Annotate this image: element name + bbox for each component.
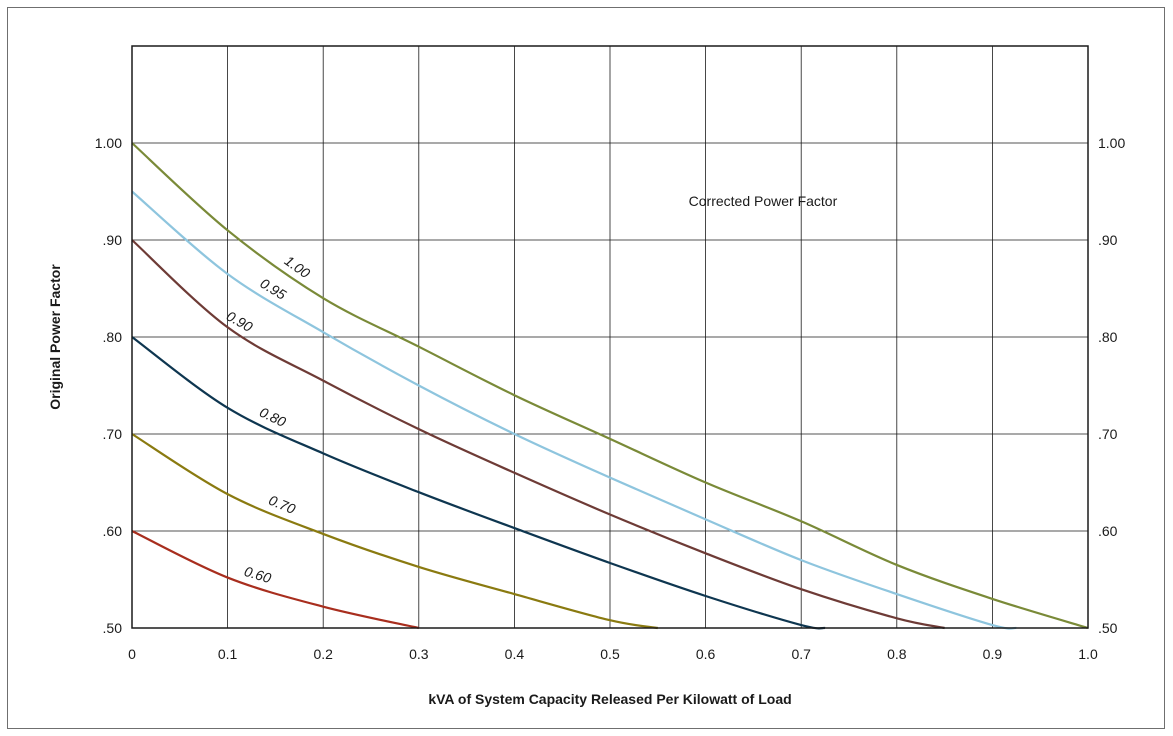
y-tick-label-right: .90 — [1098, 232, 1118, 248]
curve-1-00 — [131, 142, 1089, 630]
power-factor-chart: 0 0.1 0.2 0.3 0.4 0.5 0.6 0.7 0.8 0.9 1.0.50.50.60… — [47, 45, 1126, 707]
curve-0-60 — [131, 530, 420, 630]
curve-label: 0.60 — [242, 563, 273, 586]
y-tick-label-left: .60 — [103, 523, 123, 539]
y-tick-label-right: 1.00 — [1098, 135, 1125, 151]
curve-labels: 1.000.950.900.800.700.60 — [224, 252, 314, 586]
plot-border — [131, 45, 1089, 629]
x-tick-label: 0.1 — [218, 646, 238, 662]
x-tick-label: 0.5 — [600, 646, 620, 662]
curve-0-90 — [131, 239, 945, 630]
x-tick-label: 0.4 — [505, 646, 525, 662]
tick-labels: 0 0.1 0.2 0.3 0.4 0.5 0.6 0.7 0.8 0.9 1.0.50.50.60… — [95, 135, 1126, 662]
corrected-power-factor-annotation: Corrected Power Factor — [689, 193, 838, 209]
x-tick-label: 0.2 — [313, 646, 333, 662]
x-tick-label: 0.9 — [983, 646, 1003, 662]
curve-0-95 — [131, 190, 1017, 630]
x-tick-label: 0 — [128, 646, 136, 662]
y-axis-title: Original Power Factor — [47, 264, 63, 410]
y-tick-label-right: .80 — [1098, 329, 1118, 345]
y-tick-label-right: .50 — [1098, 620, 1118, 636]
curve-0-80 — [131, 336, 826, 630]
x-tick-label: 1.0 — [1078, 646, 1098, 662]
x-axis-title: kVA of System Capacity Released Per Kilo… — [428, 691, 791, 707]
y-tick-label-right: .70 — [1098, 426, 1118, 442]
y-tick-label-left: 1.00 — [95, 135, 122, 151]
y-tick-label-left: .70 — [103, 426, 123, 442]
chart-frame: 0 0.1 0.2 0.3 0.4 0.5 0.6 0.7 0.8 0.9 1.0.50.50.60… — [7, 7, 1165, 729]
curve-0-70 — [131, 433, 658, 630]
curves — [131, 142, 1089, 630]
y-tick-label-right: .60 — [1098, 523, 1118, 539]
curve-label: 0.95 — [257, 275, 289, 303]
y-tick-label-left: .90 — [103, 232, 123, 248]
x-tick-label: 0.8 — [887, 646, 907, 662]
x-tick-label: 0.3 — [409, 646, 429, 662]
curve-label: 1.00 — [282, 252, 314, 281]
curve-label: 0.90 — [224, 308, 256, 335]
y-tick-label-left: .50 — [103, 620, 123, 636]
y-tick-label-left: .80 — [103, 329, 123, 345]
x-tick-label: 0.6 — [696, 646, 716, 662]
x-tick-label: 0.7 — [791, 646, 811, 662]
grid — [131, 46, 1089, 629]
